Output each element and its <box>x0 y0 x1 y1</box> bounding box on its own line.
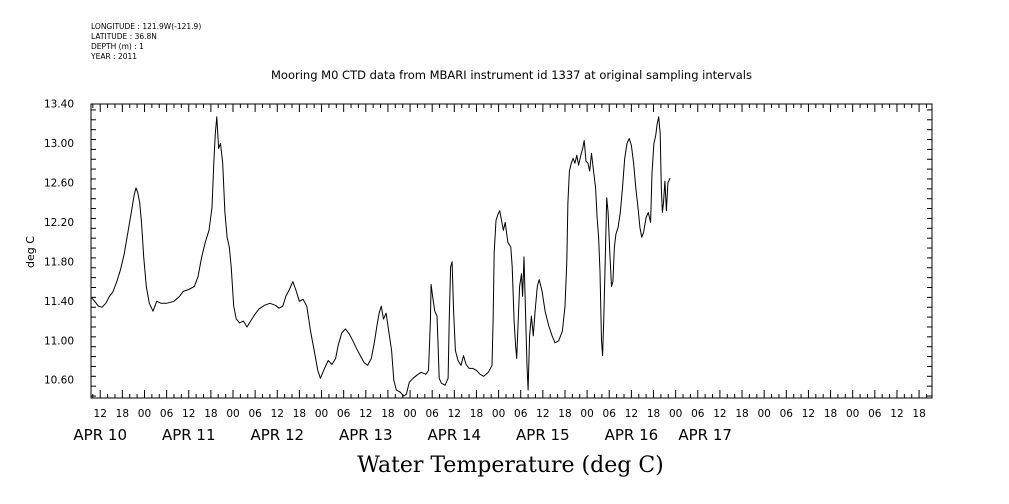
series-layer <box>91 116 671 397</box>
meta-longitude: LONGITUDE : 121.9W(-121.9) <box>91 22 202 31</box>
x-hour-label: 12 <box>271 408 284 420</box>
x-hour-label: 06 <box>780 408 794 420</box>
chart-title: Mooring M0 CTD data from MBARI instrumen… <box>0 68 1009 82</box>
x-hour-label: 12 <box>448 408 461 420</box>
x-hour-label: 00 <box>580 408 593 420</box>
water-temperature-line <box>91 116 671 397</box>
x-hour-label: 06 <box>337 408 351 420</box>
x-hour-label: 18 <box>647 408 660 420</box>
x-hour-label: 00 <box>846 408 859 420</box>
y-tick-label: 13.40 <box>44 99 74 111</box>
y-tick-label: 11.00 <box>44 335 74 347</box>
x-hour-label: 00 <box>757 408 770 420</box>
y-tick-label: 12.60 <box>44 177 74 189</box>
meta-depth: DEPTH (m) : 1 <box>91 42 144 51</box>
x-hour-label: 12 <box>890 408 903 420</box>
tick-labels: 10.60 11.00 11.40 11.80 12.20 12.60 13.00 13.40… <box>44 99 926 445</box>
x-hour-label: 06 <box>514 408 528 420</box>
x-hour-label: 00 <box>669 408 682 420</box>
x-hour-label: 12 <box>713 408 726 420</box>
x-day-label: APR 11 <box>162 426 216 444</box>
metadata-block: LONGITUDE : 121.9W(-121.9) LATITUDE : 36… <box>91 22 201 62</box>
x-hour-label: 06 <box>868 408 882 420</box>
meta-latitude: LATITUDE : 36.8N <box>91 32 157 41</box>
x-hour-label: 18 <box>824 408 837 420</box>
x-hour-label: 06 <box>248 408 262 420</box>
x-hour-label: 18 <box>293 408 306 420</box>
x-hour-label: 12 <box>536 408 549 420</box>
y-tick-label: 10.60 <box>44 375 74 387</box>
axis-ticks <box>91 104 932 398</box>
x-hour-label: 00 <box>403 408 416 420</box>
x-hour-label: 06 <box>426 408 440 420</box>
y-tick-label: 11.80 <box>44 256 74 268</box>
x-axis-label-text: Water Temperature (deg C) <box>357 453 664 478</box>
x-axis-label: Water Temperature (deg C) <box>0 453 1009 478</box>
x-day-label: APR 16 <box>605 426 659 444</box>
x-day-label: APR 12 <box>250 426 304 444</box>
x-hour-label: 12 <box>94 408 107 420</box>
x-day-label: APR 10 <box>73 426 127 444</box>
x-hour-label: 12 <box>625 408 638 420</box>
x-day-label: APR 13 <box>339 426 393 444</box>
x-hour-label: 12 <box>182 408 195 420</box>
chart-title-text: Mooring M0 CTD data from MBARI instrumen… <box>271 68 752 82</box>
x-hour-label: 00 <box>492 408 505 420</box>
plot-frame <box>90 103 933 399</box>
x-hour-label: 00 <box>226 408 239 420</box>
x-hour-label: 18 <box>381 408 394 420</box>
x-day-label: APR 17 <box>678 426 732 444</box>
y-axis-label: deg C <box>24 236 37 268</box>
x-day-label: APR 14 <box>428 426 482 444</box>
x-hour-label: 06 <box>603 408 617 420</box>
x-hour-label: 18 <box>116 408 129 420</box>
x-hour-label: 18 <box>204 408 217 420</box>
x-hour-label: 18 <box>470 408 483 420</box>
y-tick-label: 12.20 <box>44 217 74 229</box>
y-tick-label: 13.00 <box>44 138 74 150</box>
x-day-label: APR 15 <box>516 426 570 444</box>
x-hour-label: 18 <box>735 408 748 420</box>
y-tick-label: 11.40 <box>44 296 74 308</box>
x-hour-label: 06 <box>160 408 174 420</box>
x-hour-label: 12 <box>802 408 815 420</box>
x-hour-label: 00 <box>315 408 328 420</box>
x-hour-label: 18 <box>912 408 925 420</box>
x-hour-label: 12 <box>359 408 372 420</box>
x-hour-label: 18 <box>558 408 571 420</box>
x-hour-label: 00 <box>138 408 151 420</box>
meta-year: YEAR : 2011 <box>91 52 138 61</box>
x-hour-label: 06 <box>691 408 705 420</box>
